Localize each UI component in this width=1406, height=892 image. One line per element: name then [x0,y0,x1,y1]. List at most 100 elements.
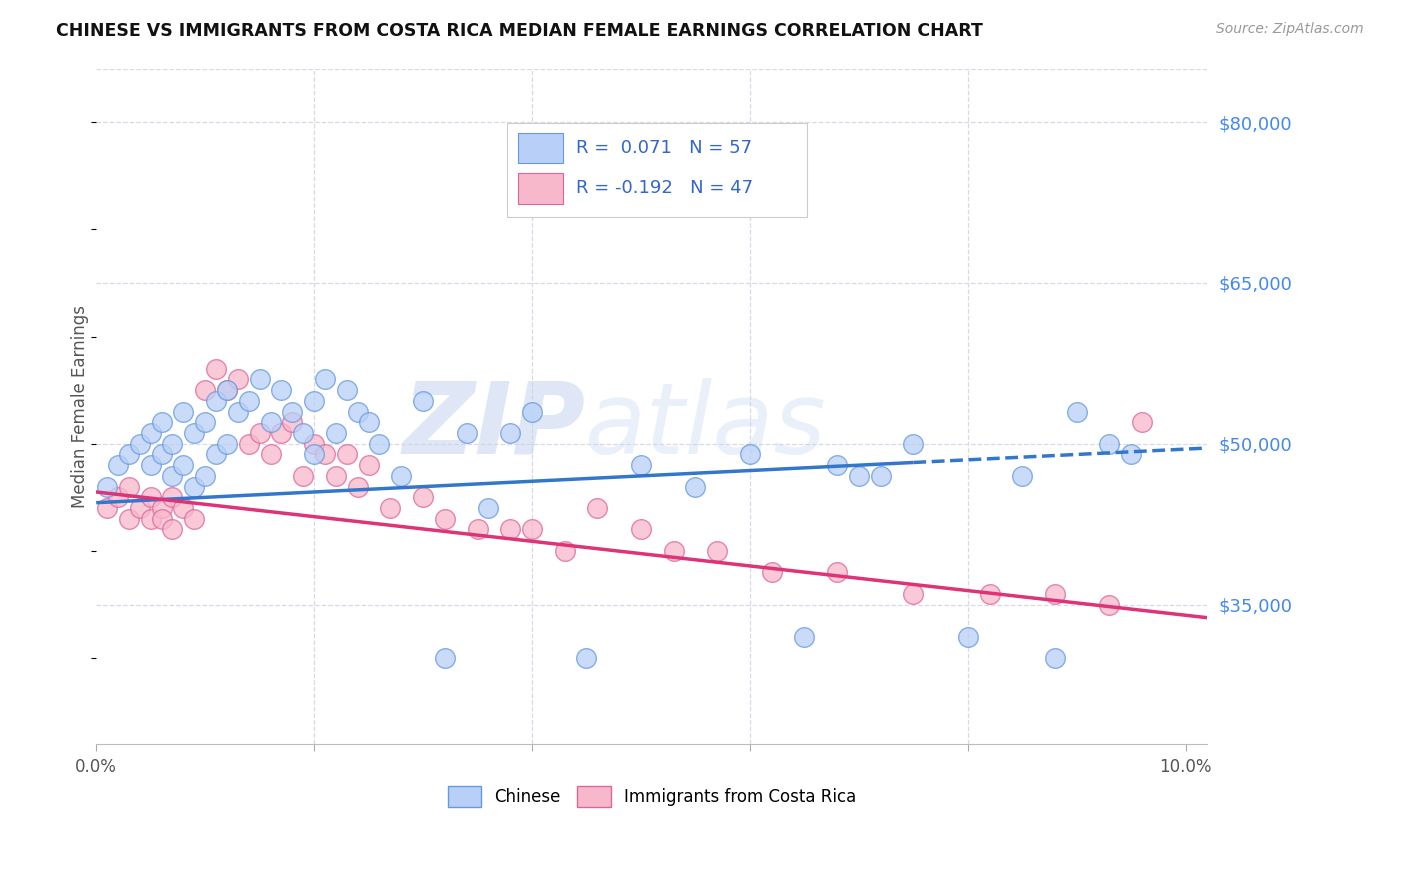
Point [1121,447,1143,461]
Point [205,361,228,376]
Point [433,512,456,526]
Point [270,383,292,397]
Point [1043,651,1066,665]
Point [96,480,118,494]
Point [172,404,194,418]
Point [1098,436,1121,450]
Bar [508,122,807,217]
Point [205,447,228,461]
Point [96,501,118,516]
Point [183,512,205,526]
Point [520,523,543,537]
Point [793,630,815,644]
Point [380,501,402,516]
Point [499,523,522,537]
Point [477,501,499,516]
Point [412,491,434,505]
Point [259,447,281,461]
Point [1043,587,1066,601]
Point [128,436,150,450]
Point [433,651,456,665]
Point [194,415,217,429]
Point [162,469,184,483]
Text: ZIP: ZIP [402,378,585,475]
Point [259,415,281,429]
Text: R = -0.192   N = 47: R = -0.192 N = 47 [576,179,754,197]
Point [520,404,543,418]
Point [238,436,260,450]
Bar [519,173,562,203]
Point [139,458,162,472]
Point [118,512,141,526]
Point [292,425,315,440]
Point [825,566,848,580]
Point [139,512,162,526]
Text: CHINESE VS IMMIGRANTS FROM COSTA RICA MEDIAN FEMALE EARNINGS CORRELATION CHART: CHINESE VS IMMIGRANTS FROM COSTA RICA ME… [56,22,983,40]
Point [586,501,609,516]
Point [456,425,478,440]
Bar [519,133,562,163]
Point [302,436,325,450]
Point [869,469,891,483]
Point [336,383,359,397]
Point [903,436,925,450]
Point [979,587,1001,601]
Point [903,587,925,601]
Point [194,383,217,397]
Point [685,480,707,494]
Point [107,491,129,505]
Point [412,393,434,408]
Point [162,436,184,450]
Point [336,447,359,461]
Point [150,501,173,516]
Point [226,372,249,386]
Point [150,447,173,461]
Point [183,480,205,494]
Point [761,566,783,580]
Text: R =  0.071   N = 57: R = 0.071 N = 57 [576,139,752,157]
Point [118,480,141,494]
Legend: Chinese, Immigrants from Costa Rica: Chinese, Immigrants from Costa Rica [441,780,863,814]
Point [238,393,260,408]
Point [215,383,238,397]
Point [467,523,489,537]
Point [150,512,173,526]
Point [1130,415,1153,429]
Point [226,404,249,418]
Point [1098,598,1121,612]
Point [357,458,380,472]
Point [172,458,194,472]
Point [139,491,162,505]
Point [183,425,205,440]
Point [215,383,238,397]
Point [270,425,292,440]
Point [215,436,238,450]
Point [554,544,576,558]
Point [249,425,271,440]
Point [956,630,979,644]
Point [357,415,380,429]
Point [630,523,652,537]
Point [162,523,184,537]
Point [346,480,368,494]
Point [281,415,304,429]
Point [706,544,728,558]
Point [194,469,217,483]
Point [118,447,141,461]
Point [302,447,325,461]
Point [150,415,173,429]
Point [314,372,336,386]
Point [630,458,652,472]
Point [139,425,162,440]
Point [292,469,315,483]
Point [825,458,848,472]
Point [162,491,184,505]
Point [302,393,325,408]
Point [389,469,412,483]
Point [1066,404,1088,418]
Point [325,425,347,440]
Point [314,447,336,461]
Point [346,404,368,418]
Point [281,404,304,418]
Point [128,501,150,516]
